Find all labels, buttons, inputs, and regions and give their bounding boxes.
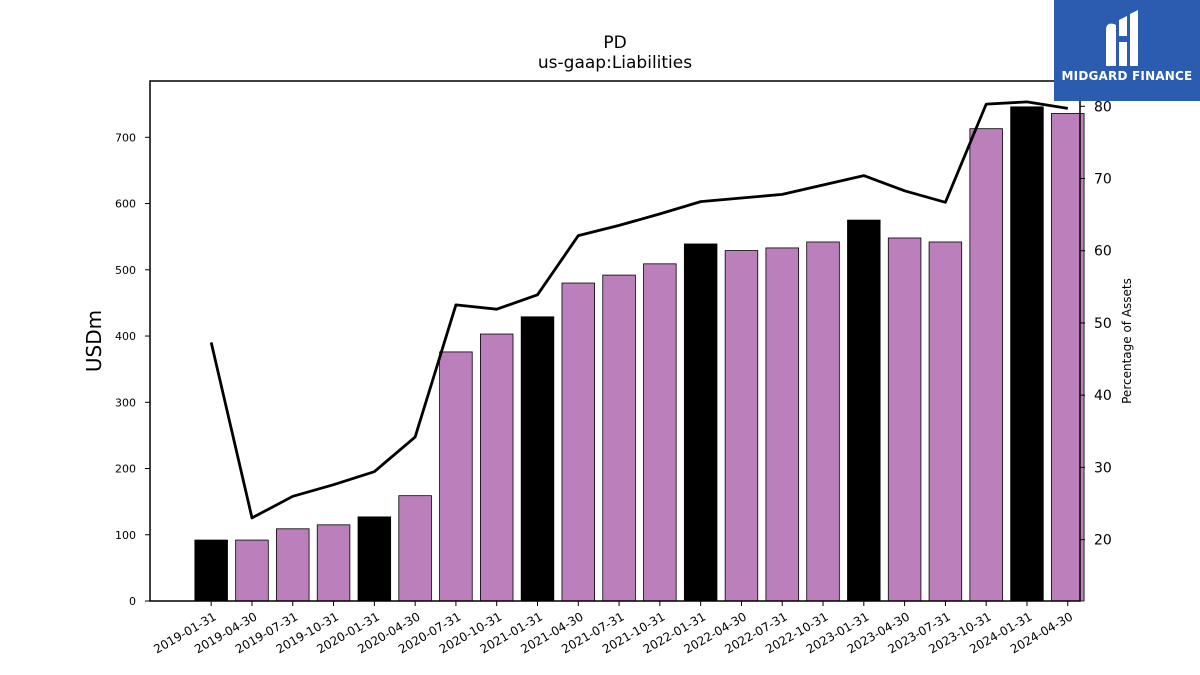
- y-tick-label: 500: [115, 264, 136, 277]
- y-axis-label: USDm: [82, 310, 106, 372]
- y-tick-label: 300: [115, 396, 136, 409]
- y-tick-label: 200: [115, 463, 136, 476]
- bar: [357, 516, 392, 602]
- bar: [398, 495, 432, 602]
- y2-tick-label: 20: [1094, 533, 1112, 549]
- y2-tick-label: 60: [1094, 244, 1112, 260]
- y2-tick-label: 40: [1094, 388, 1112, 404]
- chart-title: PD: [603, 33, 626, 53]
- bar: [520, 316, 555, 602]
- series-line: [209, 100, 1069, 520]
- plot-area: 0100200300400500600700203040506070802019…: [115, 80, 1112, 656]
- midgard-logo-icon: [1106, 10, 1138, 67]
- bar: [479, 333, 514, 602]
- bar: [316, 524, 351, 602]
- y-tick-label: 100: [115, 529, 136, 542]
- y2-axis-label: Percentage of Assets: [1120, 278, 1134, 404]
- y-tick-label: 400: [115, 330, 136, 343]
- y2-tick-label: 30: [1094, 460, 1112, 476]
- bar: [724, 250, 759, 602]
- bar: [1010, 106, 1044, 602]
- bar: [969, 128, 1003, 602]
- y-tick-label: 700: [115, 131, 136, 144]
- bar: [1051, 113, 1085, 602]
- bar: [765, 247, 799, 602]
- chart-subtitle: us-gaap:Liabilities: [538, 53, 692, 73]
- bar: [887, 237, 922, 602]
- y2-tick-label: 80: [1094, 99, 1112, 115]
- bar: [439, 351, 473, 602]
- bar: [806, 241, 840, 602]
- bar: [602, 274, 636, 602]
- bar: [928, 241, 963, 602]
- plot-frame: [149, 80, 1081, 602]
- bar: [235, 539, 269, 602]
- bar: [683, 243, 718, 602]
- bar: [847, 219, 881, 602]
- y2-tick-label: 70: [1094, 172, 1112, 188]
- midgard-logo: MIDGARD FINANCE: [1054, 0, 1200, 101]
- y-tick-label: 600: [115, 198, 136, 211]
- bar: [276, 528, 310, 602]
- y2-tick-label: 50: [1094, 316, 1112, 332]
- bar: [194, 539, 228, 602]
- bar: [643, 263, 677, 602]
- logo-text: MIDGARD FINANCE: [1061, 69, 1193, 83]
- y-tick-label: 0: [129, 595, 136, 608]
- bar: [561, 282, 596, 602]
